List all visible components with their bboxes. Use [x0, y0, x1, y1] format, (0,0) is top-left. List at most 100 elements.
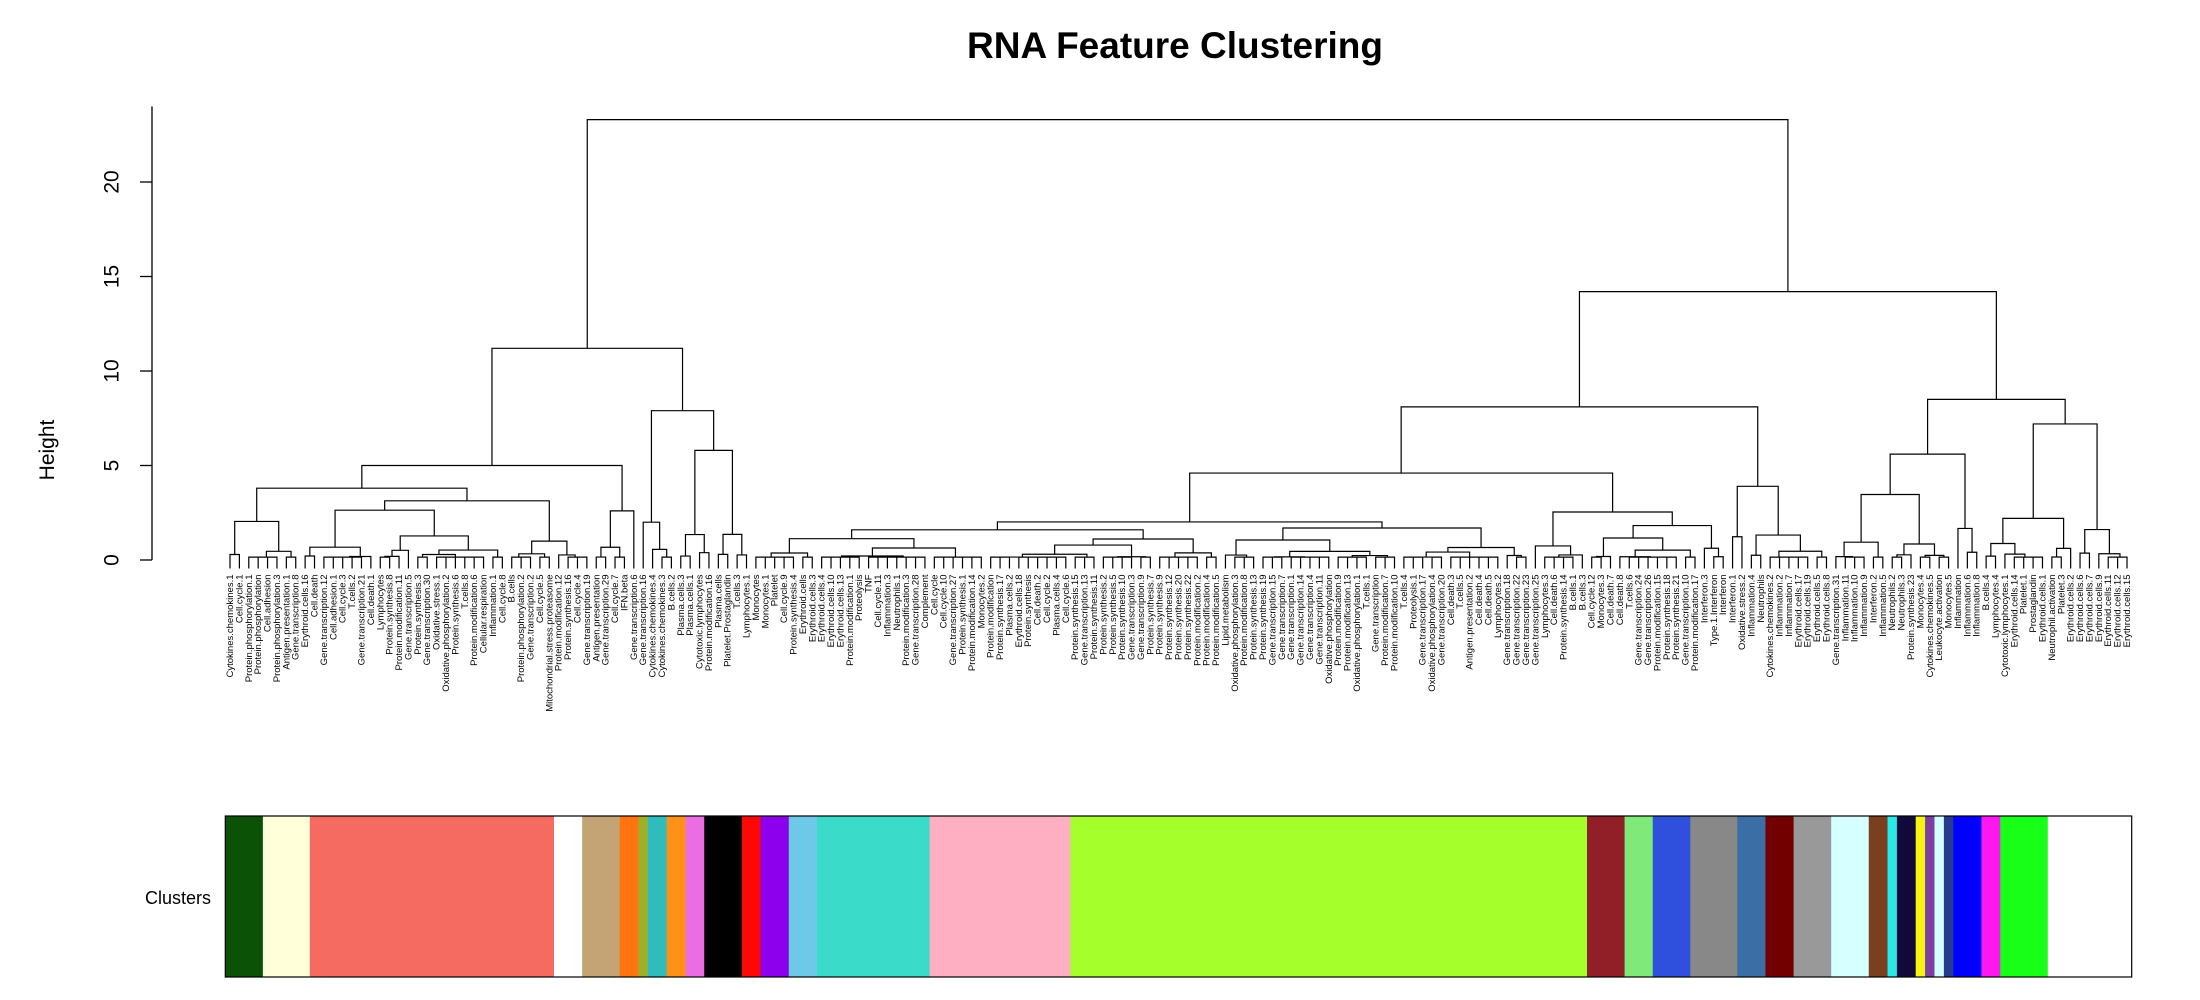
leaf-label: Leukocyte.activation: [1934, 575, 1945, 661]
cluster-segment: [1831, 816, 1870, 977]
leaf-label: Cytokines.chemokines.3: [657, 575, 668, 678]
leaf-label: Cell.cycle.9: [779, 575, 790, 624]
leaf-label: Protein.modification.16: [704, 575, 715, 672]
leaf-label: Cell.death.2: [1033, 575, 1044, 626]
leaf-label: Cell.death.7: [1605, 575, 1616, 626]
leaf-label: Protein.phosphorylation: [253, 575, 264, 675]
leaf-label: Inflammation.10: [1850, 575, 1861, 643]
leaf-label: Gene.transcription.23: [1521, 575, 1532, 666]
leaf-label: Erythroid.cells.4: [817, 575, 828, 643]
leaf-label: Inflammation.5: [1878, 575, 1889, 637]
leaf-label: Gene.transcription.13: [1080, 575, 1091, 666]
leaf-label: Protein.synthesis.12: [1164, 575, 1175, 661]
leaf-label: Gene.transcription.19: [582, 575, 593, 666]
leaf-label: Protein.synthesis.6: [450, 575, 461, 655]
leaf-label: Erythroid.cells.5: [1812, 575, 1823, 643]
leaf-label: Protein.modification.5: [1211, 575, 1222, 666]
leaf-label: Plasma.cells.3: [676, 575, 687, 636]
leaf-label: Protein.synthesis.1: [958, 575, 969, 655]
leaf-label: Erythroid.cells.12: [2113, 575, 2124, 648]
leaf-label: Protein.modification.10: [1390, 575, 1401, 672]
leaf-label: Erythroid.cells.18: [1014, 575, 1025, 648]
leaf-label: Protein.modification.4: [1202, 575, 1213, 666]
cluster-segment: [1793, 816, 1832, 977]
leaf-label: Protein.synthesis.13: [1249, 575, 1260, 661]
leaf-label: Protein.synthesis.15: [1070, 575, 1081, 661]
leaf-label: Oxidative.phosphorylation.4: [1427, 575, 1438, 692]
leaf-label: Cell.cycle.6: [1061, 575, 1072, 624]
cluster-segment: [666, 816, 687, 977]
leaf-label: Protein.modification.9: [1333, 575, 1344, 666]
cluster-segment: [1652, 816, 1691, 977]
leaf-label: Cell.cycle: [929, 575, 940, 616]
leaf-label: Plasma.cells.1: [685, 575, 696, 636]
leaf-label: Erythroid.cells.14: [2009, 575, 2020, 648]
leaf-label: Erythroid.cells.15: [2122, 575, 2133, 648]
leaf-label: Cell.death.3: [1446, 575, 1457, 626]
cluster-band-frame: [224, 815, 2133, 978]
leaf-label: Protein.synthesis.5: [1108, 575, 1119, 655]
leaf-label: Gene.transcription.4: [1305, 575, 1316, 661]
leaf-label: Protein.synthesis.11: [1089, 575, 1100, 660]
y-axis: 0 5 10 15 20: [101, 106, 153, 566]
leaf-label: Oxidative.phosphorylation.3: [1230, 575, 1241, 692]
leaf-label: Monocytes.3: [1596, 575, 1607, 629]
cluster-segment: [1925, 816, 1936, 977]
cluster-segment: [1737, 816, 1767, 977]
y-axis-label: Height: [36, 419, 59, 480]
leaf-label: Prostaglandin: [2028, 575, 2039, 633]
y-tick-label: 10: [101, 359, 124, 382]
cluster-segment: [816, 816, 931, 977]
leaf-label: Protein.modification.13: [1343, 575, 1354, 672]
leaf-label: Erythroid.cells.8: [1821, 575, 1832, 643]
leaf-label: Protein.synthesis.7: [1145, 575, 1156, 655]
leaf-label: Proteolysis: [854, 574, 865, 621]
leaf-label: Inflammation.4: [1746, 575, 1757, 637]
leaf-label: Inflammation.8: [1972, 575, 1983, 637]
leaf-label: Platelet.Prostaglandin: [723, 575, 734, 667]
leaf-label: Gene.transcription.8: [291, 575, 302, 661]
cluster-segment: [704, 816, 743, 977]
leaf-label: Cell.death.1: [366, 575, 377, 626]
leaf-label: Plasma.cells.2: [1004, 575, 1015, 636]
leaf-label: Gene.transcription.25: [1530, 575, 1541, 666]
leaf-label: Cell.death: [310, 575, 321, 618]
cluster-segment: [619, 816, 640, 977]
leaf-label: Cell.adhesion: [263, 575, 274, 633]
leaf-label: Protein.phosphorylation.3: [272, 575, 283, 683]
y-tick-label: 0: [101, 554, 124, 566]
leaf-label: TNF: [864, 574, 875, 593]
leaf-label: Interferon.3: [1699, 575, 1710, 624]
leaf-label: Protein.modification.1: [845, 575, 856, 666]
leaf-label: Lymphocytes.1: [742, 575, 753, 639]
leaf-label: T.cells.6: [1624, 575, 1635, 609]
leaf-label: Cytokines.chemokines.2: [1765, 575, 1776, 678]
leaf-label: Inflammation: [1953, 575, 1964, 629]
leaf-label: Oxidative.stress.1: [432, 575, 443, 651]
leaf-label: T.cells.2: [347, 575, 358, 609]
leaf-label: Protein.modification.12: [554, 575, 565, 672]
leaf-label: Gene.transcription.2: [526, 575, 537, 661]
cluster-segment: [262, 816, 311, 977]
cluster-segment: [760, 816, 790, 977]
leaf-label: Monocytes.2: [976, 575, 987, 629]
leaf-label: Erythroid.cells.3: [807, 575, 818, 643]
leaf-label: Cell.cycle.8: [497, 575, 508, 624]
leaf-label: Cytokines.chemokines.5: [1925, 575, 1936, 678]
leaf-label: Inflammation.1: [488, 575, 499, 637]
chart-title: RNA Feature Clustering: [967, 25, 1383, 66]
leaf-label: Gene.transcription.9: [1136, 575, 1147, 661]
leaf-label: Cell.cycle.3: [338, 575, 349, 624]
leaf-label: Antigen.presentation: [591, 575, 602, 662]
leaf-label: Interferon.1: [1728, 575, 1739, 624]
leaf-label: Protein.synthesis.16: [563, 575, 574, 661]
leaf-label: Gene.transcription.24: [1634, 575, 1645, 666]
leaf-label: Lipid.metabolism: [1220, 574, 1231, 645]
leaf-label: IFN.beta: [619, 574, 630, 611]
leaf-label: Erythroid.cells.13: [835, 575, 846, 648]
leaf-label: Antigen.presentation.1: [281, 575, 292, 670]
leaf-label: Gene.transcription.29: [601, 575, 612, 666]
leaf-label: Protein.synthesis.22: [1183, 575, 1194, 661]
cluster-segment: [1953, 816, 1983, 977]
cluster-segment: [647, 816, 668, 977]
